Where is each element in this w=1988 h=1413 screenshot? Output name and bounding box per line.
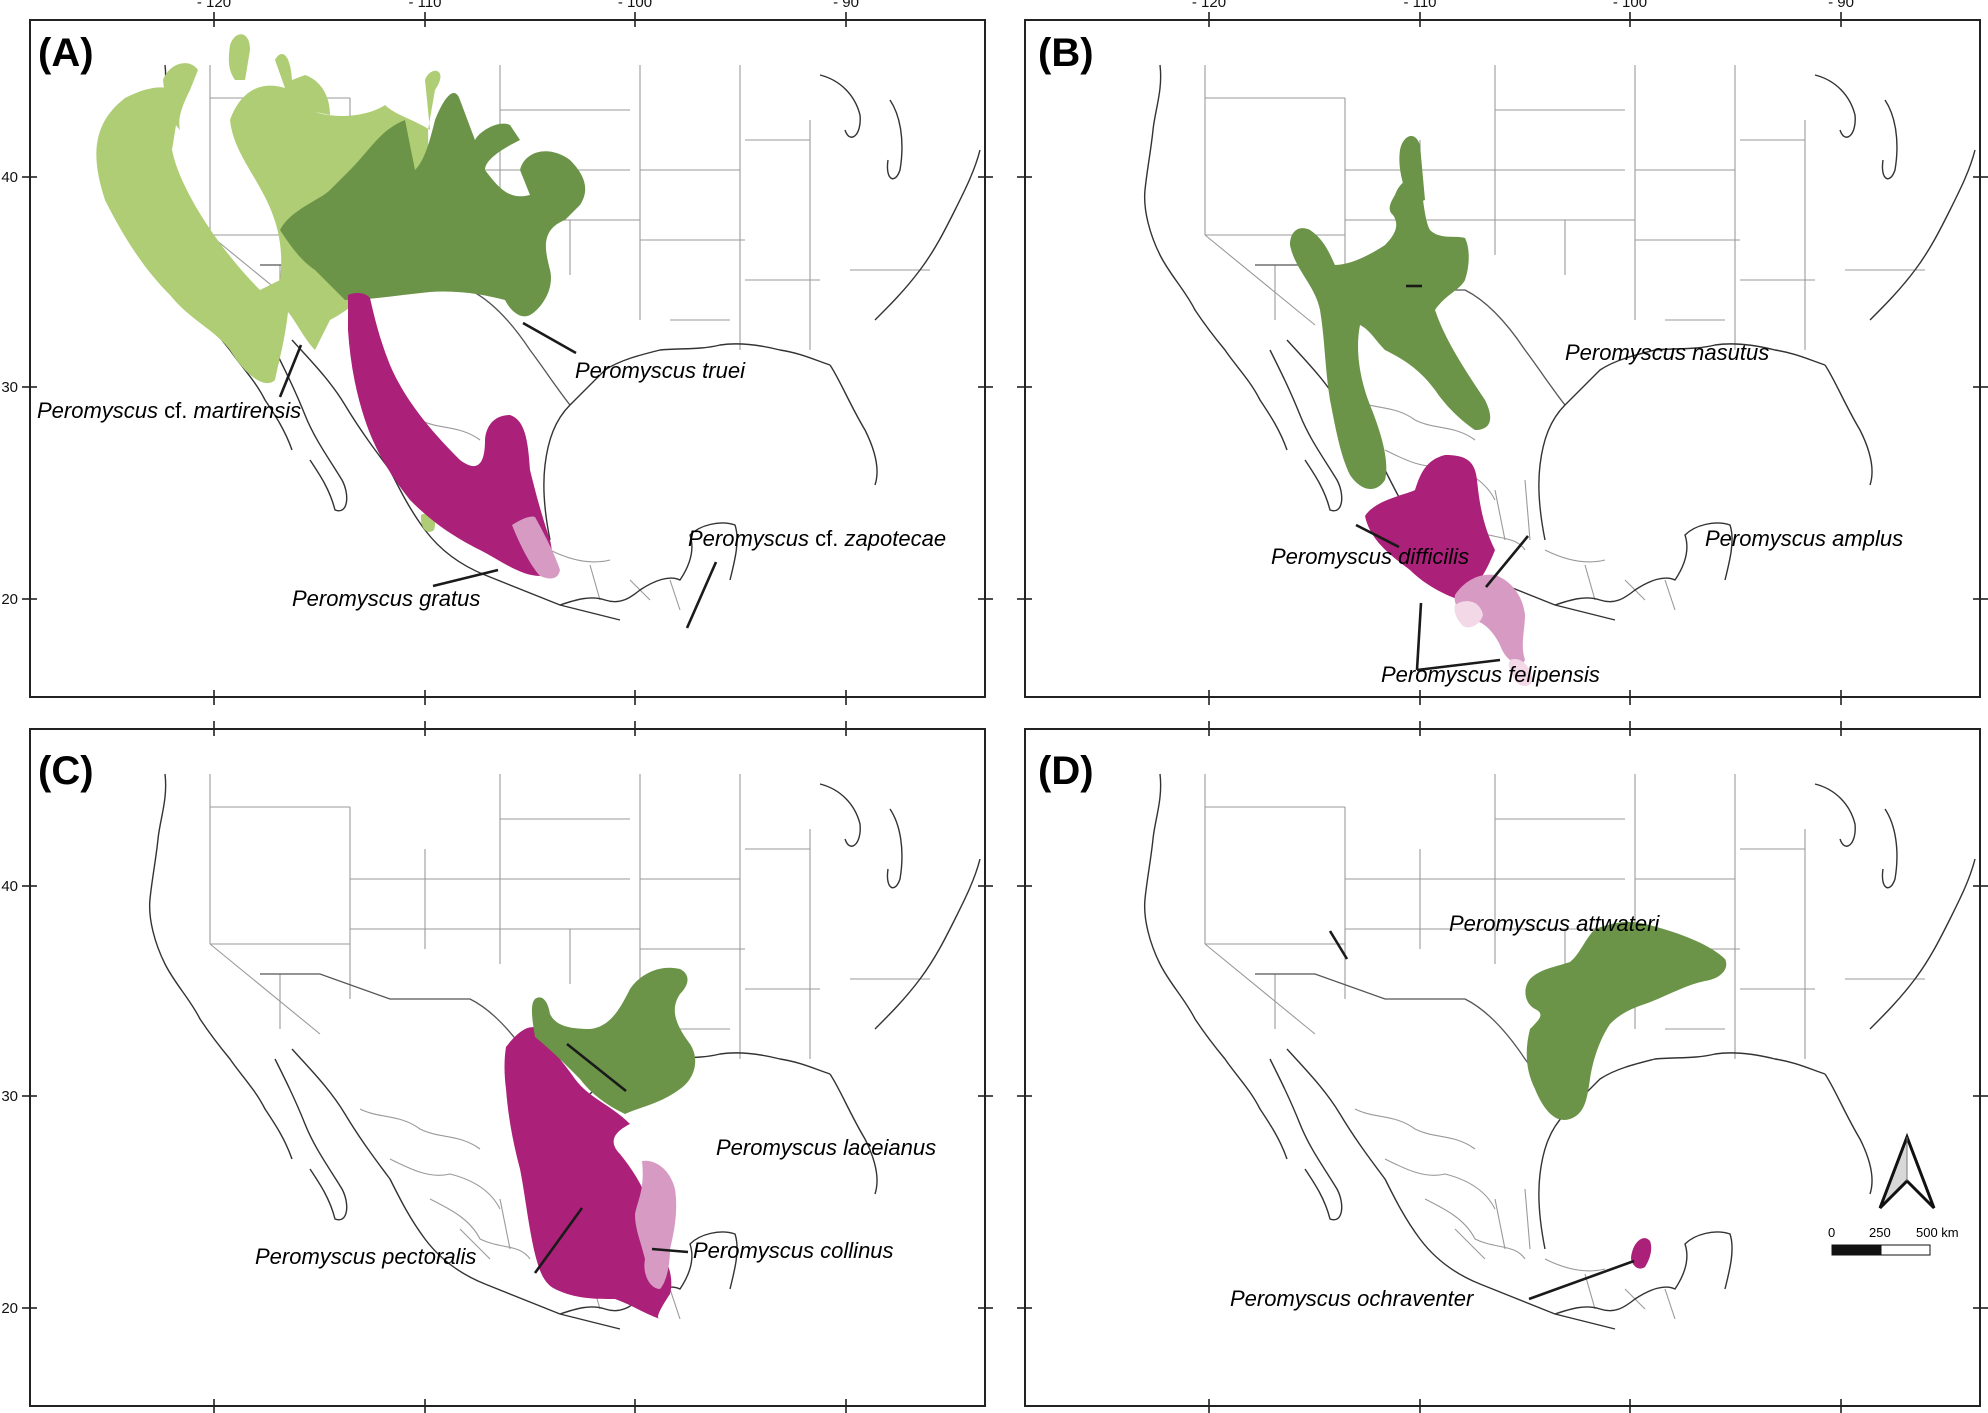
label-nasutus: Peromyscus nasutus	[1565, 340, 1770, 365]
svg-text:40: 40	[1, 169, 18, 186]
svg-text:40: 40	[1, 878, 18, 895]
label-truei: Peromyscus truei	[575, 358, 745, 383]
map-canvas	[1017, 721, 1988, 1413]
svg-text:20: 20	[1, 591, 18, 608]
label-martirensis: Peromyscus cf. martirensis	[37, 398, 302, 423]
svg-text:- 90: - 90	[1828, 0, 1854, 11]
leader-laceianus	[566, 1042, 627, 1093]
label-laceianus: Peromyscus laceianus	[716, 1135, 937, 1160]
scale-label-500km: 500 km	[1916, 1225, 1959, 1240]
range-truei	[280, 92, 586, 317]
map-canvas: - 120 - 110 - 100 - 90 40 30 20	[1, 0, 993, 705]
leader-amplus	[1484, 535, 1530, 588]
range-collinus	[635, 1160, 677, 1289]
leader-gratus	[432, 568, 499, 588]
leader-difficilis	[1355, 523, 1400, 549]
panel-b: - 120 - 110 - 100 - 90 (B) Peromyscus nasut…	[1017, 0, 1988, 705]
svg-text:- 110: - 110	[1403, 0, 1436, 11]
label-gratus: Peromyscus gratus	[292, 586, 481, 611]
axes: - 120 - 110 - 100 - 90	[1017, 0, 1988, 705]
axes: 40 30 20	[1, 721, 993, 1413]
panel-a: - 120 - 110 - 100 - 90 40 30 20 (A) Peromyscus…	[1, 0, 993, 705]
leader-felipensis-2	[1416, 658, 1501, 672]
range-gratus	[348, 293, 552, 576]
label-attwateri: Peromyscus attwateri	[1449, 911, 1660, 936]
label-felipensis: Peromyscus felipensis	[1381, 662, 1600, 687]
panel-letter-d: (D)	[1038, 749, 1094, 793]
panel-letter-c: (C)	[38, 749, 94, 793]
label-ochraventer: Peromyscus ochraventer	[1230, 1286, 1474, 1311]
map-canvas: 40 30 20	[1, 721, 993, 1413]
leader-attwateri	[1328, 930, 1349, 960]
range-zapotecae	[512, 516, 560, 579]
range-difficilis	[1365, 455, 1495, 600]
range-ochraventer	[1631, 1238, 1652, 1269]
range-laceianus	[531, 967, 696, 1114]
range-pectoralis	[504, 1027, 672, 1319]
leader-ochraventer	[1528, 1259, 1635, 1301]
label-pectoralis: Peromyscus pectoralis	[255, 1244, 477, 1269]
axes: - 120 - 110 - 100 - 90 40 30 20	[1, 0, 993, 705]
panel-letter-a: (A)	[38, 31, 94, 75]
leader-collinus	[651, 1247, 689, 1254]
svg-text:- 120: - 120	[1192, 0, 1226, 11]
north-arrow-icon	[1878, 1132, 1936, 1210]
scale-label-250: 250	[1869, 1225, 1891, 1240]
label-zapotecae: Peromyscus cf. zapotecae	[688, 526, 947, 551]
panel-c: 40 30 20 (C) Peromyscus laceianus Peromysc…	[1, 721, 993, 1413]
leader-truei	[522, 321, 577, 355]
scale-bar	[1831, 1244, 1931, 1256]
leader-felipensis-1	[1415, 602, 1423, 671]
leader-martirensis	[278, 344, 303, 398]
map-canvas: - 120 - 110 - 100 - 90	[1017, 0, 1988, 705]
svg-text:- 100: - 100	[618, 0, 652, 11]
panel-d: (D) Peromyscus attwateri Peromyscus ochr…	[1017, 721, 1988, 1413]
range-nasutus	[1290, 135, 1491, 490]
svg-text:- 100: - 100	[1613, 0, 1647, 11]
svg-text:30: 30	[1, 1088, 18, 1105]
label-difficilis: Peromyscus difficilis	[1271, 544, 1470, 569]
svg-text:- 110: - 110	[408, 0, 441, 11]
svg-text:- 90: - 90	[833, 0, 859, 11]
range-felipensis	[1454, 601, 1533, 686]
range-amplus	[1454, 574, 1525, 665]
range-attwateri	[1525, 921, 1727, 1120]
label-amplus: Peromyscus amplus	[1705, 526, 1904, 551]
scale-label-0: 0	[1828, 1225, 1836, 1240]
leader-pectoralis	[533, 1207, 584, 1274]
leader-zapotecae	[685, 561, 718, 629]
svg-text:- 120: - 120	[197, 0, 231, 11]
panel-letter-b: (B)	[1038, 31, 1094, 75]
label-collinus: Peromyscus collinus	[693, 1238, 894, 1263]
svg-text:30: 30	[1, 379, 18, 396]
axes	[1017, 721, 1988, 1413]
svg-text:20: 20	[1, 1300, 18, 1317]
